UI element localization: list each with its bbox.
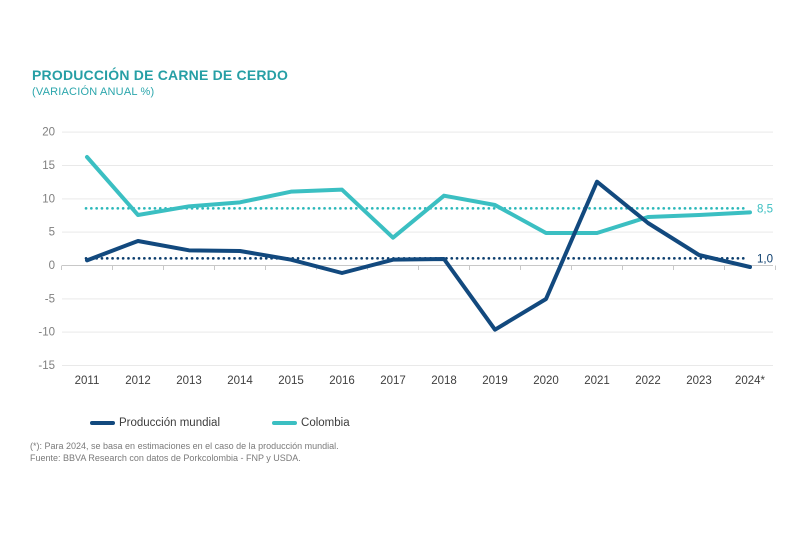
- y-axis-label: 5: [49, 227, 55, 239]
- average-value-label-colombia: 8,5: [757, 203, 773, 215]
- x-axis-label: 2019: [482, 375, 508, 387]
- x-axis-label: 2016: [329, 375, 355, 387]
- x-axis-label: 2013: [176, 375, 202, 387]
- x-axis-label: 2011: [75, 375, 100, 387]
- chart-title: PRODUCCIÓN DE CARNE DE CERDO: [32, 67, 289, 83]
- series-line-colombia: [85, 155, 752, 240]
- x-axis-label: 2021: [584, 375, 610, 387]
- y-axis-label: -15: [38, 360, 55, 372]
- legend-swatch-colombia: [272, 421, 298, 425]
- x-axis-label: 2012: [125, 375, 151, 387]
- x-axis-label: 2022: [635, 375, 661, 387]
- x-axis-label: 2018: [431, 375, 457, 387]
- y-axis-label: -10: [38, 327, 55, 339]
- x-axis-label: 2024*: [735, 375, 766, 387]
- x-axis-label: 2023: [686, 375, 712, 387]
- y-axis-label: 10: [42, 193, 55, 205]
- legend-label-colombia: Colombia: [301, 417, 350, 429]
- x-axis-label: 2015: [278, 375, 304, 387]
- y-axis-label: 0: [49, 260, 55, 272]
- x-axis-label: 2017: [380, 375, 406, 387]
- series-line-produccion-mundial: [85, 179, 752, 332]
- footnote-line-2: Fuente: BBVA Research con datos de Porkc…: [30, 452, 301, 463]
- average-value-label-produccion-mundial: 1,0: [757, 253, 773, 265]
- legend: Producción mundial Colombia: [90, 417, 350, 429]
- legend-item-colombia: Colombia: [272, 417, 350, 429]
- y-axis-label: 20: [42, 127, 55, 139]
- legend-label-produccion-mundial: Producción mundial: [119, 417, 221, 429]
- legend-item-produccion-mundial: Producción mundial: [90, 417, 220, 429]
- x-axis-label: 2020: [533, 375, 559, 387]
- y-axis-label: 15: [42, 160, 55, 172]
- legend-swatch-produccion-mundial: [90, 421, 115, 425]
- x-axis-label: 2014: [227, 375, 253, 387]
- chart-subtitle: (VARIACIÓN ANUAL %): [32, 86, 155, 98]
- y-axis-label: -5: [45, 293, 55, 305]
- footnote-line-1: (*): Para 2024, se basa en estimaciones …: [30, 441, 339, 451]
- footnote: (*): Para 2024, se basa en estimaciones …: [30, 441, 339, 464]
